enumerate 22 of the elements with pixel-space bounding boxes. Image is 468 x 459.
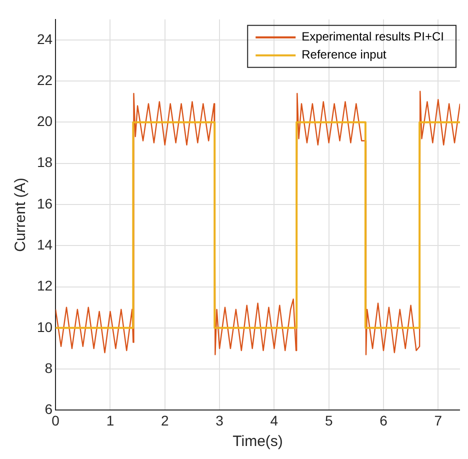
x-tick-label: 1 — [106, 412, 114, 428]
y-tick-label: 20 — [36, 113, 53, 130]
legend-label: Experimental results PI+CI — [302, 30, 444, 44]
y-tick-label: 12 — [36, 278, 53, 294]
x-tick-label: 2 — [160, 412, 169, 428]
y-tick-label: 16 — [36, 195, 53, 212]
legend-label: Reference input — [302, 48, 387, 62]
y-axis-title: Current (A) — [12, 178, 30, 252]
y-tick-label: 22 — [36, 72, 53, 88]
y-tick-label: 24 — [36, 30, 53, 47]
y-tick-label: 14 — [36, 236, 53, 253]
y-tick-label: 8 — [44, 360, 53, 376]
x-tick-label: 3 — [216, 412, 224, 428]
x-tick-label: 7 — [434, 412, 442, 428]
y-tick-label: 10 — [36, 318, 53, 335]
x-tick-label: 6 — [380, 412, 388, 428]
x-tick-label: 5 — [324, 412, 333, 428]
x-axis-title: Time(s) — [232, 433, 283, 450]
y-tick-label: 6 — [44, 401, 53, 418]
x-tick-label: 4 — [270, 412, 278, 428]
y-tick-label: 18 — [36, 154, 53, 170]
x-tick-label: 0 — [52, 412, 60, 428]
